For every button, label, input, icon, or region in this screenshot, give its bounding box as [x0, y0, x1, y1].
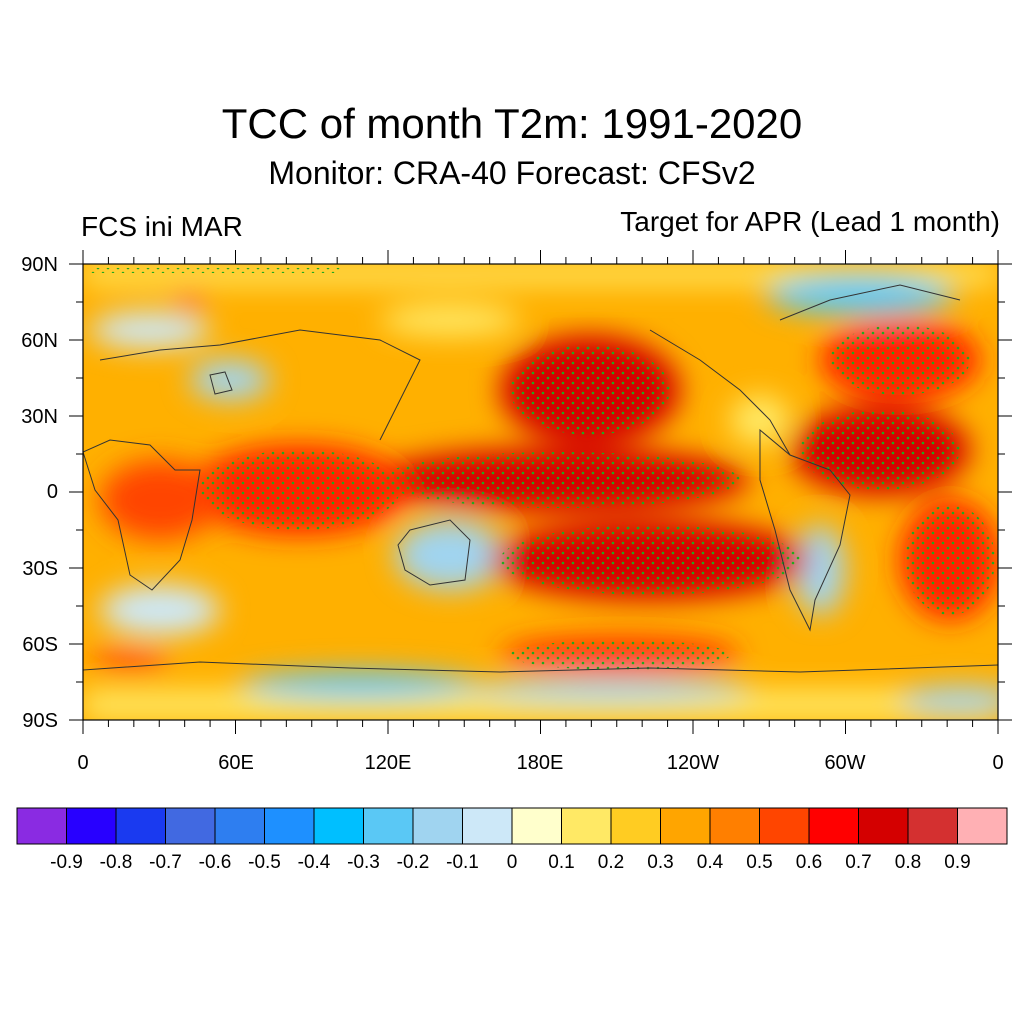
colorbar-box	[808, 807, 859, 845]
page-title: TCC of month T2m: 1991-2020	[221, 100, 803, 147]
colorbar-label: 0.4	[696, 852, 724, 873]
coastlines	[83, 284, 998, 673]
colorbar-label: 0	[506, 852, 518, 873]
colorbar-label: 0.1	[548, 852, 575, 873]
page-subtitle: Monitor: CRA-40 Forecast: CFSv2	[268, 155, 756, 191]
colorbar-label: -0.1	[446, 852, 479, 873]
lat-label-60s: 60S	[22, 634, 58, 656]
lon-label-60w: 60W	[824, 752, 866, 774]
colorbar-box	[561, 807, 612, 845]
lon-label-120e: 120E	[364, 752, 412, 774]
significance-stippling	[90, 268, 995, 670]
correlation-map	[83, 264, 998, 720]
lon-label-180e: 180E	[516, 752, 564, 774]
colorbar-label: -0.3	[347, 852, 380, 873]
lat-label-90n: 90N	[21, 254, 58, 276]
colorbar-label: -0.7	[149, 852, 182, 873]
colorbar-box	[16, 807, 67, 845]
colorbar-box	[412, 807, 463, 845]
colorbar-box	[709, 807, 760, 845]
lon-label-120w: 120W	[666, 752, 720, 774]
colorbar-box	[165, 807, 216, 845]
lon-label-0: 0	[77, 752, 89, 774]
colorbar-box	[264, 807, 315, 845]
colorbar	[16, 807, 1008, 845]
lat-label-30n: 30N	[21, 406, 58, 428]
colorbar-label: 0.7	[845, 852, 872, 873]
colorbar-label: -0.5	[248, 852, 281, 873]
colorbar-label: 0.8	[894, 852, 922, 873]
colorbar-label: -0.2	[396, 852, 430, 873]
lat-label-30s: 30S	[22, 558, 58, 580]
left-string: FCS ini MAR	[81, 211, 243, 242]
colorbar-label: 0.9	[944, 852, 971, 873]
lat-label-0: 0	[46, 481, 58, 503]
colorbar-label: 0.3	[647, 852, 674, 873]
colorbar-box	[858, 807, 909, 845]
lon-label-60e: 60E	[218, 752, 254, 774]
colorbar-box	[957, 807, 1008, 845]
colorbar-box	[313, 807, 364, 845]
colorbar-box	[462, 807, 513, 845]
axis-ticks	[69, 250, 1012, 734]
colorbar-label: -0.8	[99, 852, 133, 873]
colorbar-label: 0.2	[597, 852, 625, 873]
colorbar-box	[907, 807, 958, 845]
colorbar-box	[363, 807, 414, 845]
colorbar-label: -0.4	[297, 852, 331, 873]
colorbar-box	[511, 807, 562, 845]
colorbar-label: 0.6	[795, 852, 823, 873]
lat-label-60n: 60N	[21, 330, 58, 352]
colorbar-box	[115, 807, 166, 845]
lon-label-0-east: 0	[992, 752, 1004, 774]
colorbar-box	[214, 807, 265, 845]
colorbar-box	[610, 807, 661, 845]
colorbar-box	[66, 807, 117, 845]
colorbar-label: -0.9	[50, 852, 83, 873]
colorbar-label: 0.5	[746, 852, 773, 873]
right-string: Target for APR (Lead 1 month)	[620, 206, 1000, 237]
colorbar-box	[759, 807, 810, 845]
lat-label-90s: 90S	[22, 710, 58, 732]
colorbar-box	[660, 807, 711, 845]
colorbar-label: -0.6	[198, 852, 232, 873]
